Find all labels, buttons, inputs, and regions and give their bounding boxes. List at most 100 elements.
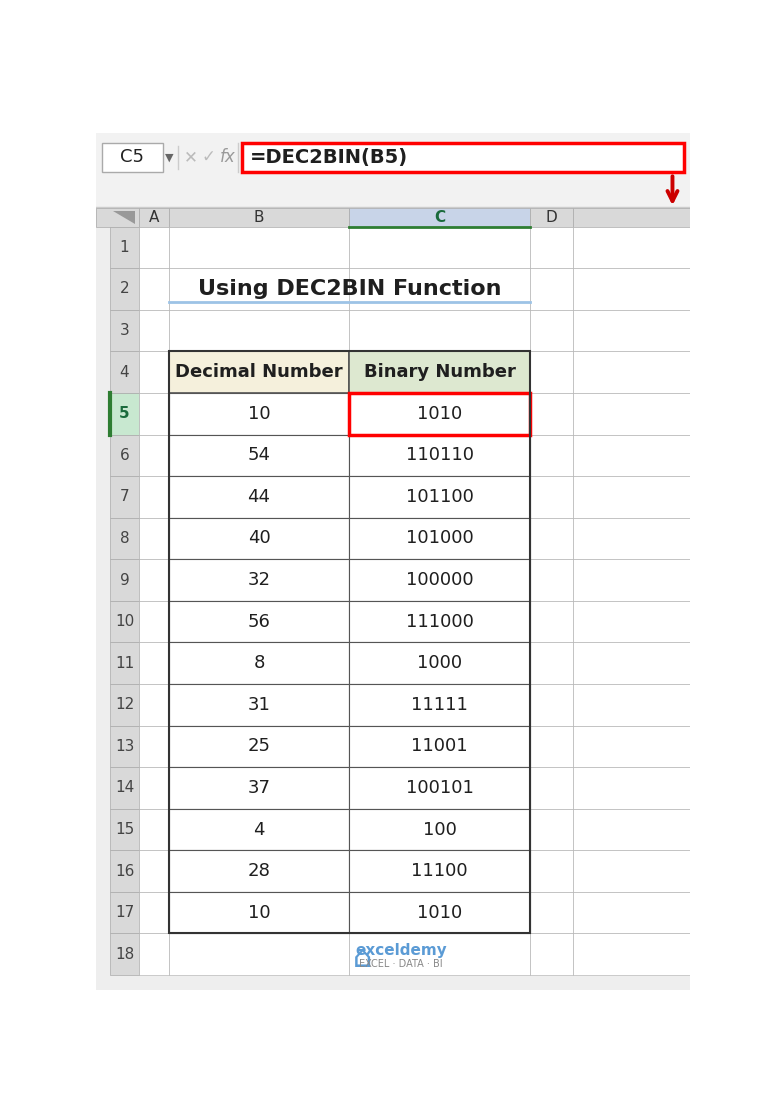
- Bar: [169, 476, 349, 518]
- Text: 11111: 11111: [411, 696, 468, 714]
- Bar: [349, 435, 530, 476]
- Bar: [169, 518, 349, 559]
- Text: ▼: ▼: [165, 152, 173, 162]
- Bar: [530, 476, 572, 518]
- Text: 54: 54: [248, 446, 271, 465]
- Bar: [530, 208, 572, 227]
- Bar: [349, 684, 530, 725]
- Bar: [349, 808, 530, 851]
- Text: 28: 28: [248, 862, 271, 880]
- Text: C: C: [434, 210, 445, 225]
- Text: 111000: 111000: [406, 613, 473, 631]
- Bar: [349, 643, 530, 684]
- Bar: [169, 351, 349, 393]
- Text: 110110: 110110: [406, 446, 473, 465]
- Text: 5: 5: [119, 406, 130, 421]
- Text: 17: 17: [115, 905, 134, 921]
- Bar: [110, 351, 140, 393]
- Bar: [169, 684, 349, 725]
- Text: 2: 2: [120, 281, 130, 297]
- Text: ⌂: ⌂: [352, 944, 372, 973]
- Bar: [572, 600, 690, 643]
- Bar: [349, 725, 530, 767]
- Text: 11: 11: [115, 656, 134, 671]
- Bar: [530, 518, 572, 559]
- Bar: [349, 393, 530, 435]
- Text: exceldemy: exceldemy: [355, 943, 446, 957]
- Bar: [349, 808, 530, 851]
- Bar: [349, 600, 530, 643]
- Text: 11001: 11001: [411, 737, 468, 755]
- Bar: [349, 933, 530, 975]
- Bar: [169, 600, 349, 643]
- Text: 4: 4: [253, 821, 265, 838]
- Bar: [349, 643, 530, 684]
- Bar: [530, 393, 572, 435]
- Bar: [140, 518, 169, 559]
- Bar: [169, 767, 349, 808]
- Bar: [572, 518, 690, 559]
- Bar: [169, 600, 349, 643]
- Bar: [572, 933, 690, 975]
- Bar: [349, 208, 530, 227]
- Text: ✓: ✓: [201, 148, 216, 167]
- Bar: [140, 851, 169, 892]
- Bar: [96, 133, 690, 207]
- Bar: [530, 643, 572, 684]
- Bar: [110, 310, 140, 351]
- Text: 32: 32: [248, 572, 271, 589]
- Text: 7: 7: [120, 489, 130, 505]
- Bar: [169, 892, 349, 933]
- Text: 100101: 100101: [406, 778, 473, 797]
- Text: 100: 100: [423, 821, 456, 838]
- Text: 16: 16: [115, 864, 134, 878]
- Bar: [572, 808, 690, 851]
- Bar: [349, 892, 530, 933]
- Text: 56: 56: [248, 613, 271, 631]
- Text: A: A: [149, 210, 160, 225]
- Bar: [349, 268, 530, 310]
- Text: 11100: 11100: [411, 862, 468, 880]
- Bar: [169, 435, 349, 476]
- Text: 44: 44: [248, 488, 271, 506]
- Text: 31: 31: [248, 696, 271, 714]
- Text: 13: 13: [115, 738, 134, 754]
- Bar: [169, 725, 349, 767]
- Bar: [530, 351, 572, 393]
- Text: 101100: 101100: [406, 488, 473, 506]
- Bar: [349, 227, 530, 268]
- Bar: [349, 600, 530, 643]
- Text: EXCEL · DATA · BI: EXCEL · DATA · BI: [359, 959, 443, 969]
- Bar: [140, 808, 169, 851]
- Bar: [169, 559, 349, 600]
- Text: 40: 40: [248, 529, 271, 547]
- Bar: [96, 208, 140, 227]
- Text: 8: 8: [253, 654, 265, 672]
- Bar: [349, 725, 530, 767]
- Text: 100000: 100000: [406, 572, 473, 589]
- Bar: [349, 892, 530, 933]
- Bar: [169, 393, 349, 435]
- Bar: [140, 933, 169, 975]
- Bar: [572, 393, 690, 435]
- Text: D: D: [545, 210, 557, 225]
- Text: 37: 37: [248, 778, 271, 797]
- Bar: [110, 643, 140, 684]
- Bar: [110, 851, 140, 892]
- Bar: [169, 643, 349, 684]
- Bar: [349, 767, 530, 808]
- Bar: [349, 476, 530, 518]
- Text: Using DEC2BIN Function: Using DEC2BIN Function: [198, 279, 501, 299]
- Bar: [169, 393, 349, 435]
- Bar: [169, 518, 349, 559]
- Bar: [349, 518, 530, 559]
- Bar: [110, 892, 140, 933]
- Bar: [169, 808, 349, 851]
- Text: 9: 9: [120, 573, 130, 587]
- Bar: [572, 268, 690, 310]
- Bar: [169, 767, 349, 808]
- Text: 1010: 1010: [417, 405, 463, 423]
- Bar: [110, 933, 140, 975]
- Bar: [530, 851, 572, 892]
- Bar: [530, 600, 572, 643]
